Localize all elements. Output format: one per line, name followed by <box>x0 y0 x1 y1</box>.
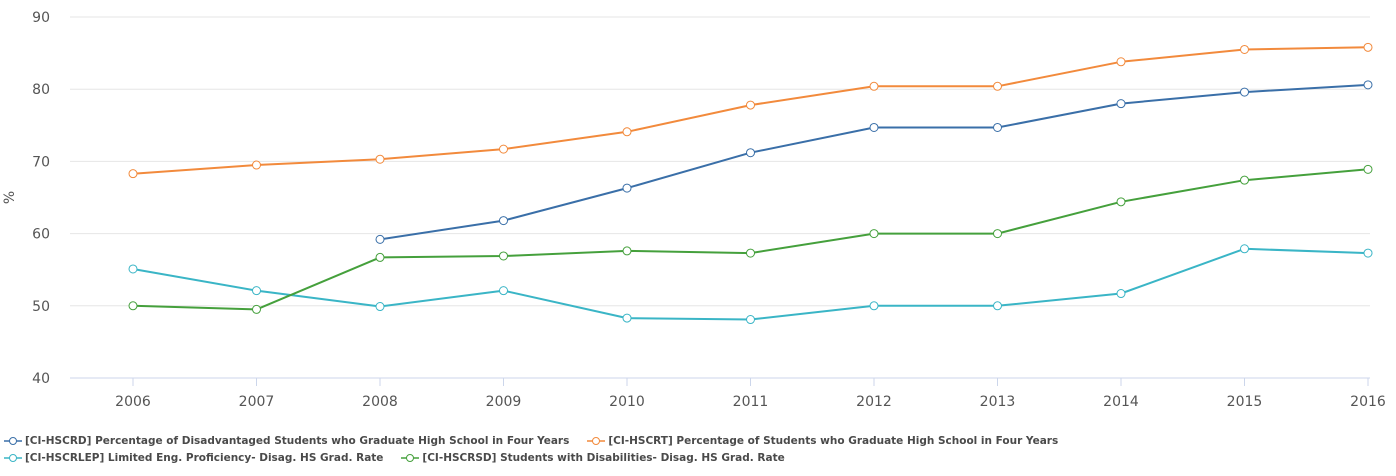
data-point-3-2014[interactable] <box>1116 197 1126 207</box>
x-tick-label-2015: 2015 <box>1227 394 1263 410</box>
data-point-0-2009[interactable] <box>499 216 508 226</box>
legend-marker-all-students <box>587 436 606 445</box>
data-point-2-2009[interactable] <box>499 286 508 296</box>
legend-label-lep: [CI-HSCRLEP] Limited Eng. Proficiency- D… <box>25 451 384 464</box>
y-tick-label-50: 50 <box>32 299 50 315</box>
data-point-0-2008[interactable] <box>375 234 385 244</box>
data-point-0-2015[interactable] <box>1240 87 1249 97</box>
data-point-1-2014[interactable] <box>1116 57 1126 67</box>
data-point-3-2008[interactable] <box>375 252 385 262</box>
series-0 <box>375 80 1373 244</box>
legend-item-all-students[interactable]: [CI-HSCRT] Percentage of Students who Gr… <box>587 435 1058 447</box>
data-point-1-2016[interactable] <box>1363 42 1373 52</box>
data-point-1-2010[interactable] <box>622 127 632 137</box>
data-point-1-2011[interactable] <box>746 100 755 110</box>
x-tick-label-2006: 2006 <box>115 394 151 410</box>
legend-label-disabilities: [CI-HSCRSD] Students with Disabilities- … <box>422 451 785 464</box>
data-point-1-2006[interactable] <box>128 169 138 179</box>
data-point-0-2011[interactable] <box>746 148 755 158</box>
y-tick-label-80: 80 <box>32 82 50 98</box>
data-point-0-2013[interactable] <box>993 122 1002 132</box>
data-point-3-2009[interactable] <box>499 251 508 261</box>
y-tick-label-40: 40 <box>32 371 50 387</box>
series-1 <box>128 42 1373 179</box>
legend-row-2: [CI-HSCRLEP] Limited Eng. Proficiency- D… <box>0 449 1396 466</box>
data-point-0-2012[interactable] <box>869 122 879 132</box>
legend-label-disadvantaged: [CI-HSCRD] Percentage of Disadvantaged S… <box>25 434 570 447</box>
data-point-3-2013[interactable] <box>993 229 1002 239</box>
x-tick-label-2016: 2016 <box>1350 394 1386 410</box>
y-tick-label-60: 60 <box>32 227 50 243</box>
x-tick-label-2007: 2007 <box>239 394 275 410</box>
y-axis-title: % <box>2 191 18 204</box>
y-tick-label-90: 90 <box>32 10 50 26</box>
legend-item-disabilities[interactable]: [CI-HSCRSD] Students with Disabilities- … <box>401 451 785 464</box>
x-tick-label-2014: 2014 <box>1103 394 1139 410</box>
series-2 <box>128 244 1373 325</box>
data-point-3-2012[interactable] <box>869 229 879 239</box>
legend-item-lep[interactable]: [CI-HSCRLEP] Limited Eng. Proficiency- D… <box>4 452 383 464</box>
data-point-2-2010[interactable] <box>622 313 632 323</box>
data-point-2-2015[interactable] <box>1240 244 1249 254</box>
data-point-1-2009[interactable] <box>499 144 508 154</box>
data-point-0-2010[interactable] <box>622 183 632 193</box>
axes: 40 50 60 70 80 90 2006 2007 2008 2009 2010 2011 2012… <box>2 10 1386 410</box>
data-point-3-2010[interactable] <box>622 246 632 256</box>
data-point-3-2006[interactable] <box>128 301 138 311</box>
legend-item-disadvantaged[interactable]: [CI-HSCRD] Percentage of Disadvantaged S… <box>4 435 569 447</box>
data-point-0-2014[interactable] <box>1116 99 1126 109</box>
data-point-2-2014[interactable] <box>1116 289 1126 299</box>
data-point-3-2011[interactable] <box>746 248 755 258</box>
series-lines <box>128 42 1373 325</box>
data-point-2-2013[interactable] <box>993 301 1002 311</box>
series-line-0 <box>379 83 1369 241</box>
legend: [CI-HSCRD] Percentage of Disadvantaged S… <box>0 432 1396 476</box>
data-point-1-2008[interactable] <box>375 154 385 164</box>
data-point-2-2016[interactable] <box>1363 248 1373 258</box>
data-point-2-2007[interactable] <box>252 286 261 296</box>
data-point-1-2013[interactable] <box>993 81 1002 91</box>
series-line-3 <box>132 168 1369 311</box>
line-chart: 40 50 60 70 80 90 2006 2007 2008 2009 2010 2011 2012… <box>2 10 1386 410</box>
data-point-3-2015[interactable] <box>1240 175 1249 185</box>
data-point-2-2011[interactable] <box>746 315 755 325</box>
data-point-1-2015[interactable] <box>1240 44 1249 54</box>
data-point-1-2007[interactable] <box>252 160 261 170</box>
data-point-1-2012[interactable] <box>869 81 879 91</box>
data-point-0-2016[interactable] <box>1363 80 1373 90</box>
x-tick-label-2008: 2008 <box>362 394 398 410</box>
legend-label-all-students: [CI-HSCRT] Percentage of Students who Gr… <box>608 434 1059 447</box>
legend-row-1: [CI-HSCRD] Percentage of Disadvantaged S… <box>0 432 1396 449</box>
legend-marker-disadvantaged <box>4 436 22 445</box>
x-tick-label-2012: 2012 <box>856 394 892 410</box>
data-point-3-2016[interactable] <box>1363 164 1373 174</box>
y-tick-label-70: 70 <box>32 154 50 170</box>
data-point-3-2007[interactable] <box>252 304 261 314</box>
x-tick-label-2009: 2009 <box>486 394 522 410</box>
x-tick-label-2013: 2013 <box>980 394 1016 410</box>
legend-marker-disabilities <box>401 453 420 462</box>
data-point-2-2008[interactable] <box>375 302 385 312</box>
data-point-2-2006[interactable] <box>128 264 138 274</box>
x-tick-label-2010: 2010 <box>609 394 645 410</box>
series-3 <box>128 164 1373 314</box>
x-tick-label-2011: 2011 <box>733 394 769 410</box>
data-point-2-2012[interactable] <box>869 301 879 311</box>
legend-marker-lep <box>4 453 22 462</box>
